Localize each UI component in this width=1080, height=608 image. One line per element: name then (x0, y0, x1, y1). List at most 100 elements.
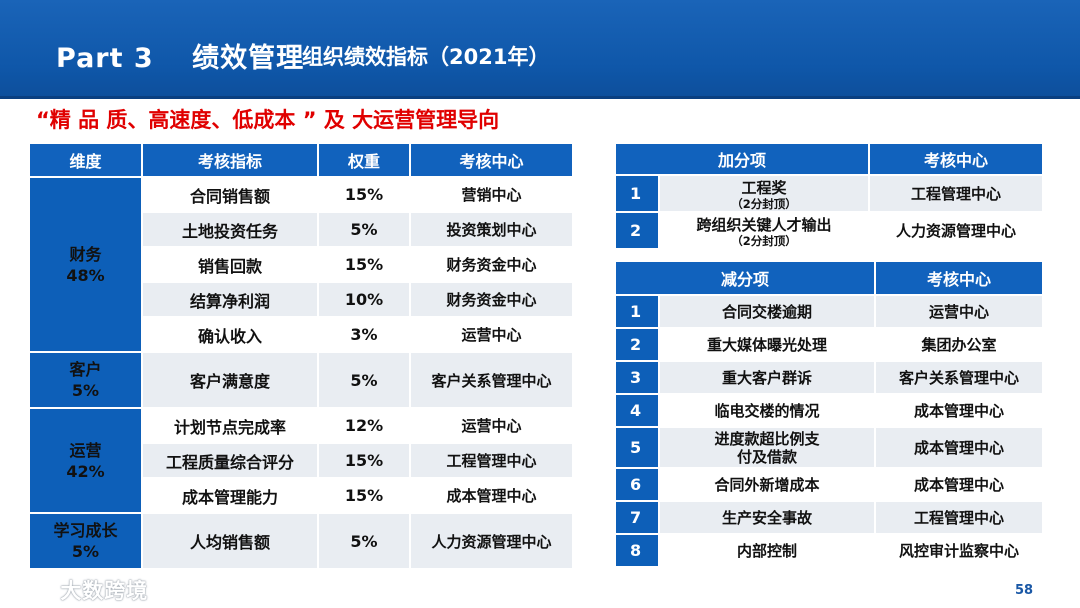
dimension-cell: 客户 5% (28, 351, 143, 409)
center-cell: 运营中心 (409, 316, 574, 353)
center-cell: 成本管理中心 (874, 393, 1045, 428)
table-row: 财务 48% 合同销售额 15% 营销中心 (28, 176, 574, 353)
row-number: 2 (614, 211, 660, 250)
highlight-text: “精 品 质、高速度、低成本 ” 及 大运营管理导向 (36, 108, 500, 132)
page-number: 58 (1015, 583, 1034, 598)
bonus-table: 加分项 考核中心 1 工程奖 （2分封顶） 工程管理中心 2 跨组织关键人才输出（… (613, 142, 1045, 250)
center-cell: 风控审计监察中心 (874, 533, 1045, 568)
weight-cell: 15% (317, 442, 411, 479)
row-number: 2 (614, 327, 660, 362)
center-cell: 营销中心 (409, 176, 574, 213)
watermark-text: 大数跨境 (60, 579, 149, 603)
table-row: 2 跨组织关键人才输出 （2分封顶） 人力资源管理中心 (614, 211, 1045, 250)
header-dimension: 维度 (28, 142, 143, 178)
table-row: 土地投资任务 5% 投资策划中心 (29, 211, 574, 248)
center-cell: 客户关系管理中心 (409, 351, 574, 409)
indicator-cell: 人均销售额 (141, 512, 319, 570)
indicator-cell: 成本管理能力 (141, 477, 319, 514)
weight-cell: 15% (317, 176, 411, 213)
row-number: 1 (614, 174, 660, 213)
weight-cell: 12% (317, 407, 411, 444)
table-row: 3 重大客户群诉 客户关系管理中心 (614, 360, 1045, 395)
center-cell: 财务资金中心 (409, 281, 574, 318)
weight-cell: 15% (317, 477, 411, 514)
watermark-logo-icon (8, 582, 50, 602)
indicator-cell: 土地投资任务 (141, 211, 319, 248)
deduct-item-cell: 临电交楼的情况 (657, 393, 877, 428)
header-indicator: 考核指标 (141, 142, 319, 178)
center-cell: 集团办公室 (874, 327, 1045, 362)
row-number: 7 (614, 500, 660, 535)
dimension-cell: 财务 48% (28, 176, 143, 353)
indicator-cell: 客户满意度 (141, 351, 319, 409)
dimension-cell: 学习成长 5% (28, 512, 143, 570)
deduct-item-cell: 重大媒体曝光处理 (657, 327, 877, 362)
watermark: 大数跨境 (8, 575, 148, 605)
table-row: 学习成长 5% 人均销售额 5% 人力资源管理中心 (28, 512, 574, 570)
weight-cell: 5% (317, 351, 411, 409)
deduct-item-cell: 合同交楼逾期 (657, 294, 877, 329)
table-row: 5 进度款超比例支付及借款 成本管理中心 (614, 426, 1045, 469)
deduct-item-cell: 重大客户群诉 (657, 360, 877, 395)
indicator-cell: 确认收入 (141, 316, 319, 353)
center-cell: 人力资源管理中心 (409, 512, 574, 570)
row-number: 8 (614, 533, 660, 568)
row-number: 5 (614, 426, 660, 469)
table-row: 1 合同交楼逾期 运营中心 (614, 294, 1045, 329)
dimension-cell: 运营 42% (28, 407, 143, 514)
header-deduct-center: 考核中心 (874, 260, 1045, 296)
title-bar: Part 3 绩效管理 组织绩效指标（2021年） (0, 0, 1080, 99)
center-cell: 投资策划中心 (409, 211, 574, 248)
table-row: 6 合同外新增成本 成本管理中心 (614, 467, 1045, 502)
table-row: 工程质量综合评分 15% 工程管理中心 (29, 442, 574, 479)
center-cell: 成本管理中心 (409, 477, 574, 514)
deduction-table: 减分项 考核中心 1 合同交楼逾期 运营中心 2 重大媒体曝光处理 集团办公室 … (613, 260, 1045, 568)
page-subtitle: 组织绩效指标（2021年） (302, 45, 550, 69)
center-cell: 客户关系管理中心 (874, 360, 1045, 395)
table-row: 1 工程奖 （2分封顶） 工程管理中心 (614, 174, 1045, 213)
indicator-cell: 合同销售额 (141, 176, 319, 213)
weight-cell: 3% (317, 316, 411, 353)
center-cell: 成本管理中心 (874, 467, 1045, 502)
center-cell: 人力资源管理中心 (868, 211, 1045, 250)
table-row: 2 重大媒体曝光处理 集团办公室 (614, 327, 1045, 362)
kpi-table: 维度 考核指标 权重 考核中心 财务 48% 合同销售额 15% 营销中心 土地投… (28, 142, 574, 570)
deduct-item-cell: 合同外新增成本 (657, 467, 877, 502)
table-row: 8 内部控制 风控审计监察中心 (614, 533, 1045, 568)
table-row: 成本管理能力 15% 成本管理中心 (29, 477, 574, 514)
weight-cell: 5% (317, 512, 411, 570)
header-bonus-item: 加分项 (613, 142, 871, 176)
deduct-item-cell: 生产安全事故 (657, 500, 877, 535)
table-row: 客户 5% 客户满意度 5% 客户关系管理中心 (28, 351, 574, 409)
center-cell: 工程管理中心 (868, 174, 1045, 213)
indicator-cell: 工程质量综合评分 (141, 442, 319, 479)
header-center: 考核中心 (409, 142, 574, 178)
table-row: 销售回款 15% 财务资金中心 (29, 246, 574, 283)
bonus-item-cell: 工程奖 （2分封顶） (657, 174, 871, 213)
weight-cell: 5% (317, 211, 411, 248)
table-row: 运营 42% 计划节点完成率 12% 运营中心 (28, 407, 574, 514)
header-deduct-item: 减分项 (613, 260, 877, 296)
center-cell: 财务资金中心 (409, 246, 574, 283)
table-row: 4 临电交楼的情况 成本管理中心 (614, 393, 1045, 428)
table-row: 7 生产安全事故 工程管理中心 (614, 500, 1045, 535)
table-row: 确认收入 3% 运营中心 (29, 316, 574, 353)
bonus-item-cell: 跨组织关键人才输出 （2分封顶） (657, 211, 871, 250)
row-number: 3 (614, 360, 660, 395)
header-weight: 权重 (317, 142, 411, 178)
center-cell: 工程管理中心 (409, 442, 574, 479)
header-bonus-center: 考核中心 (868, 142, 1045, 176)
center-cell: 工程管理中心 (874, 500, 1045, 535)
deduct-item-cell: 内部控制 (657, 533, 877, 568)
weight-cell: 10% (317, 281, 411, 318)
row-number: 4 (614, 393, 660, 428)
indicator-cell: 计划节点完成率 (141, 407, 319, 444)
weight-cell: 15% (317, 246, 411, 283)
indicator-cell: 销售回款 (141, 246, 319, 283)
indicator-cell: 结算净利润 (141, 281, 319, 318)
deduct-item-cell: 进度款超比例支付及借款 (657, 426, 877, 469)
center-cell: 成本管理中心 (874, 426, 1045, 469)
row-number: 6 (614, 467, 660, 502)
section-title: Part 3 绩效管理 (56, 43, 305, 74)
table-row: 结算净利润 10% 财务资金中心 (29, 281, 574, 318)
